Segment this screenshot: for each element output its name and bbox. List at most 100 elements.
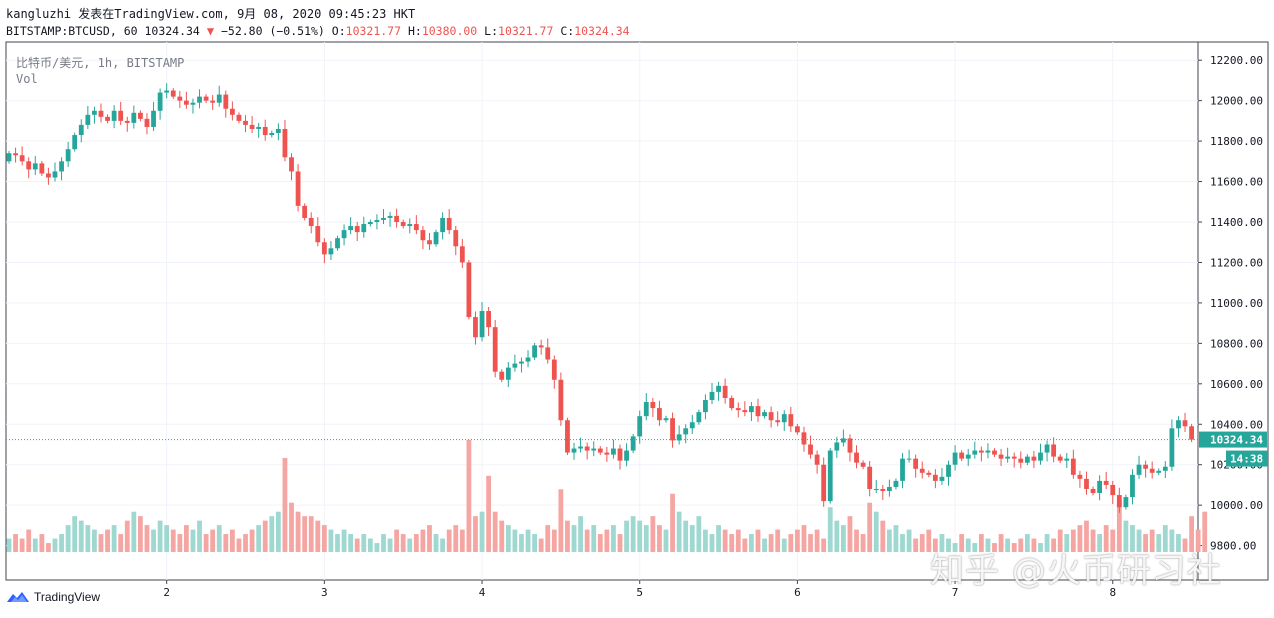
candle-body [1143, 464, 1149, 469]
candle-body [1064, 458, 1070, 461]
candle-body [453, 230, 459, 247]
volume-bar [348, 534, 354, 552]
candle-body [308, 217, 314, 227]
volume-bar [775, 529, 781, 552]
volume-bar [795, 529, 800, 552]
volume-bar [565, 520, 570, 552]
open-value: 10321.77 [345, 24, 402, 38]
volume-bar [591, 525, 597, 552]
volume-bar [13, 534, 18, 552]
volume-bar [1143, 534, 1149, 552]
volume-bar [663, 529, 669, 552]
volume-bar [420, 529, 426, 552]
candle-body [696, 412, 702, 423]
candle-body [893, 480, 899, 487]
volume-bar [118, 534, 124, 552]
volume-bar [906, 529, 912, 552]
high-value: 10380.00 [421, 24, 478, 38]
volume-bar [236, 538, 242, 552]
y-tick-label: 10400.00 [1210, 418, 1263, 431]
volume-bar [978, 534, 984, 552]
candle-body [367, 222, 373, 225]
volume-bar [407, 538, 413, 552]
candle-body [1011, 456, 1017, 459]
volume-bar [1176, 534, 1181, 552]
volume-bar [946, 538, 951, 552]
volume-bar [827, 507, 833, 552]
candle-body [427, 240, 432, 245]
candle-body [433, 232, 439, 245]
candle-body [532, 345, 537, 358]
volume-bar [269, 516, 275, 552]
candle-body [1005, 456, 1011, 459]
candle-body [499, 371, 505, 380]
candle-body [13, 153, 18, 156]
volume-bar [413, 534, 419, 552]
candle-body [164, 90, 170, 93]
candle-body [394, 215, 400, 223]
volume-bar [768, 534, 774, 552]
volume-bar [781, 538, 787, 552]
volume-bar [203, 534, 209, 552]
candle-body [249, 124, 255, 129]
tradingview-logo-icon [7, 592, 29, 602]
candle-body [854, 452, 859, 463]
volume-bar [821, 538, 827, 552]
candle-body [755, 406, 761, 417]
x-tick-label: 7 [952, 586, 959, 599]
down-triangle-icon: ▼ [206, 24, 215, 38]
tradingview-footer[interactable]: TradingView [6, 590, 100, 604]
volume-bar [512, 529, 518, 552]
candle-body [1097, 480, 1103, 494]
y-tick-label: 12000.00 [1210, 95, 1263, 108]
candle-body [98, 110, 104, 117]
y-tick-label: 9800.00 [1210, 540, 1256, 553]
volume-bar [1110, 529, 1116, 552]
volume-bar [584, 529, 590, 552]
candle-body [1057, 456, 1063, 461]
candle-body [26, 161, 32, 170]
volume-bar [164, 525, 170, 552]
volume-bar [39, 534, 45, 552]
candle-body [1018, 458, 1024, 463]
time-badge [1226, 450, 1268, 467]
candle-body [689, 422, 695, 429]
candle-body [972, 450, 978, 455]
volume-bar [131, 511, 137, 552]
volume-bar [880, 520, 886, 552]
volume-bar [643, 525, 649, 552]
volume-bar [729, 534, 735, 552]
candle-body [440, 217, 446, 233]
volume-bar [578, 516, 583, 552]
candle-body [321, 242, 327, 255]
candle-body [992, 450, 997, 455]
volume-bar [519, 534, 524, 552]
chart-legend-title: 比特币/美元, 1h, BITSTAMP [16, 56, 185, 70]
x-tick-label: 3 [321, 586, 328, 599]
volume-bar [814, 529, 820, 552]
candle-body [479, 311, 485, 338]
candle-body [473, 317, 478, 338]
candle-body [177, 96, 183, 101]
candle-body [611, 448, 616, 455]
candle-body [361, 224, 367, 233]
volume-bar [157, 520, 163, 552]
volume-bar [302, 516, 308, 552]
volume-bar [367, 538, 373, 552]
volume-bar [683, 520, 689, 552]
candle-body [269, 133, 275, 136]
volume-bar [328, 529, 334, 552]
y-tick-label: 10600.00 [1210, 378, 1263, 391]
candle-body [446, 217, 452, 231]
volume-bar [315, 520, 321, 552]
volume-bar [886, 529, 892, 552]
volume-bar [190, 529, 196, 552]
volume-bar [854, 529, 859, 552]
candle-body [709, 391, 715, 400]
volume-bar [98, 534, 104, 552]
candle-body [78, 124, 84, 136]
volume-bar [703, 529, 708, 552]
candle-body [584, 446, 590, 451]
candle-body [1162, 466, 1168, 471]
